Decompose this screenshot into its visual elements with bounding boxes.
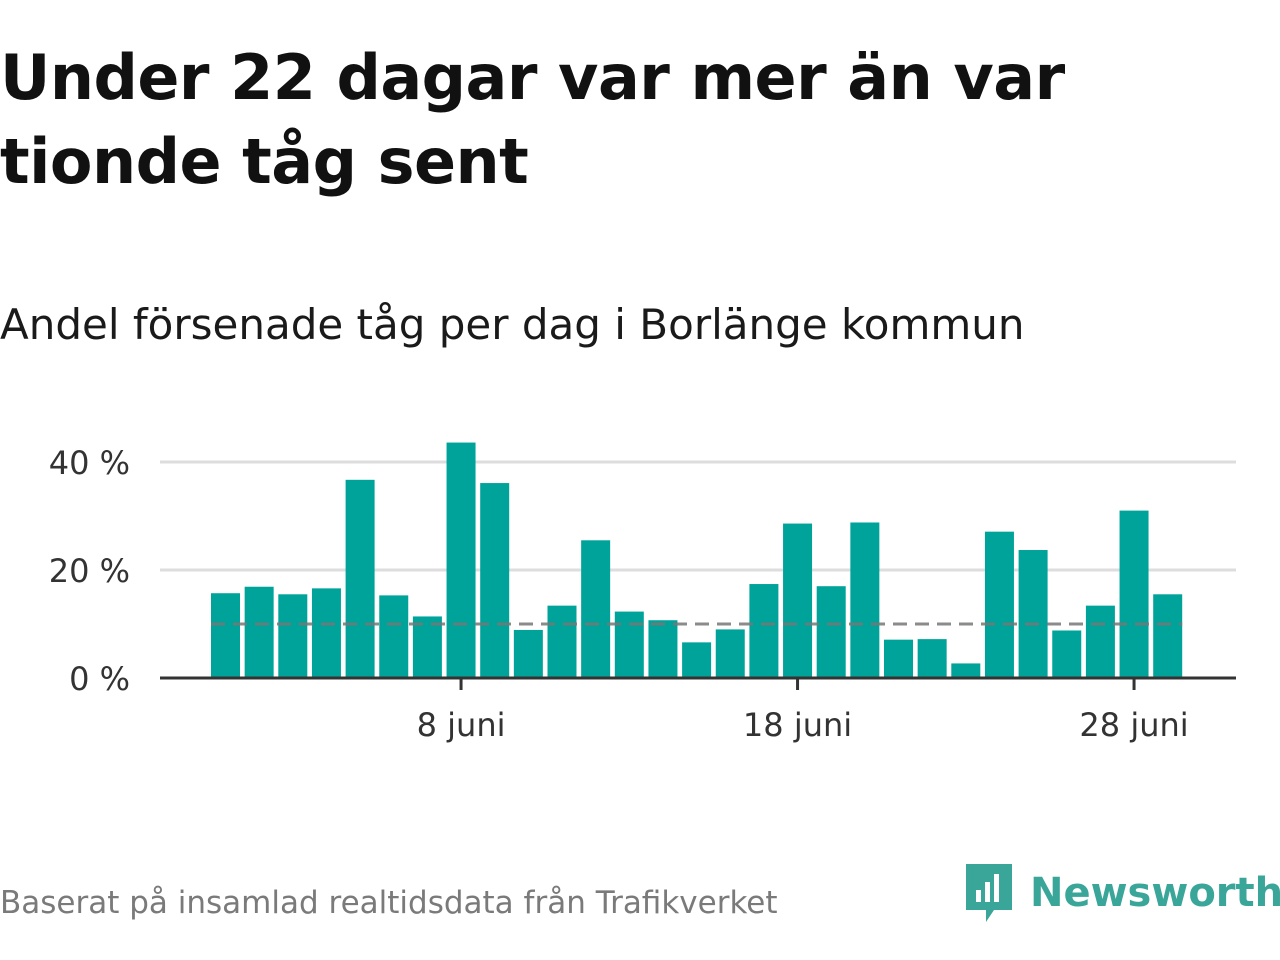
y-tick-label: 40 % xyxy=(49,444,130,482)
bar xyxy=(850,522,880,678)
bar xyxy=(412,616,442,678)
bar xyxy=(1052,630,1082,678)
bar xyxy=(244,586,274,678)
bars xyxy=(211,442,1183,678)
bar xyxy=(211,593,240,678)
bar xyxy=(648,620,678,678)
axes xyxy=(160,676,1236,690)
chart-subtitle: Andel försenade tåg per dag i Borlänge k… xyxy=(0,300,1025,349)
bar xyxy=(1153,594,1183,678)
bar xyxy=(951,663,981,678)
bar xyxy=(581,540,611,678)
newsworthy-logo-icon xyxy=(966,864,1012,922)
newsworthy-logo: Newsworthy xyxy=(964,862,1280,924)
bar xyxy=(379,595,409,678)
bar xyxy=(715,629,745,678)
bar xyxy=(1018,550,1048,678)
x-tick-label: 18 juni xyxy=(743,706,852,744)
bar xyxy=(1085,605,1115,678)
y-tick-label: 20 % xyxy=(49,552,130,590)
source-note: Baserat på insamlad realtidsdata från Tr… xyxy=(0,885,778,921)
bar xyxy=(1119,510,1149,678)
x-tick-label: 28 juni xyxy=(1079,706,1188,744)
y-tick-label: 0 % xyxy=(69,660,130,698)
x-tick-label: 8 juni xyxy=(417,706,506,744)
gridlines xyxy=(160,460,1236,572)
bar xyxy=(480,483,510,678)
bar xyxy=(682,642,712,678)
bar xyxy=(547,605,577,678)
tick-labels: 0 % 20 % 40 % 8 juni 18 juni 28 juni xyxy=(49,444,1189,744)
bar xyxy=(816,586,846,678)
brand-name: Newsworthy xyxy=(1030,870,1280,916)
bar xyxy=(884,639,913,678)
bar xyxy=(513,629,543,678)
bar xyxy=(446,442,476,678)
bar xyxy=(311,588,341,678)
bar xyxy=(984,531,1014,678)
bar xyxy=(278,594,308,678)
bar xyxy=(783,523,813,678)
bar xyxy=(345,479,375,678)
bar xyxy=(749,584,779,678)
bar-chart: 0 % 20 % 40 % 8 juni 18 juni 28 juni xyxy=(49,442,1236,744)
bar xyxy=(614,611,644,678)
bar xyxy=(917,639,947,678)
chart-title: Under 22 dagar var mer än var tionde tåg… xyxy=(0,41,1065,198)
